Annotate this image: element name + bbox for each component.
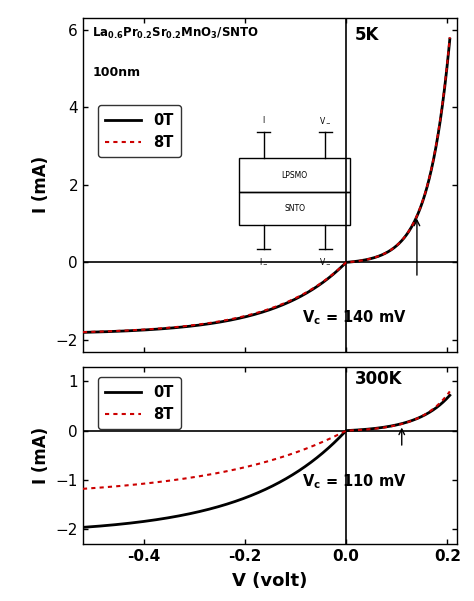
Y-axis label: I (mA): I (mA) (32, 156, 50, 213)
Text: $\mathbf{La_{0.6}Pr_{0.2}Sr_{0.2}MnO_3/SNTO}$: $\mathbf{La_{0.6}Pr_{0.2}Sr_{0.2}MnO_3/S… (92, 26, 259, 41)
Legend: 0T, 8T: 0T, 8T (98, 105, 181, 157)
X-axis label: V (volt): V (volt) (232, 572, 308, 590)
Text: 5K: 5K (355, 26, 379, 44)
Legend: 0T, 8T: 0T, 8T (98, 377, 181, 429)
Text: 300K: 300K (355, 370, 402, 388)
Y-axis label: I (mA): I (mA) (32, 427, 50, 484)
Text: 100nm: 100nm (92, 66, 140, 79)
Text: V$_\mathregular{c}$ = 110 mV: V$_\mathregular{c}$ = 110 mV (302, 472, 407, 490)
Text: V$_\mathregular{c}$ = 140 mV: V$_\mathregular{c}$ = 140 mV (302, 308, 407, 326)
